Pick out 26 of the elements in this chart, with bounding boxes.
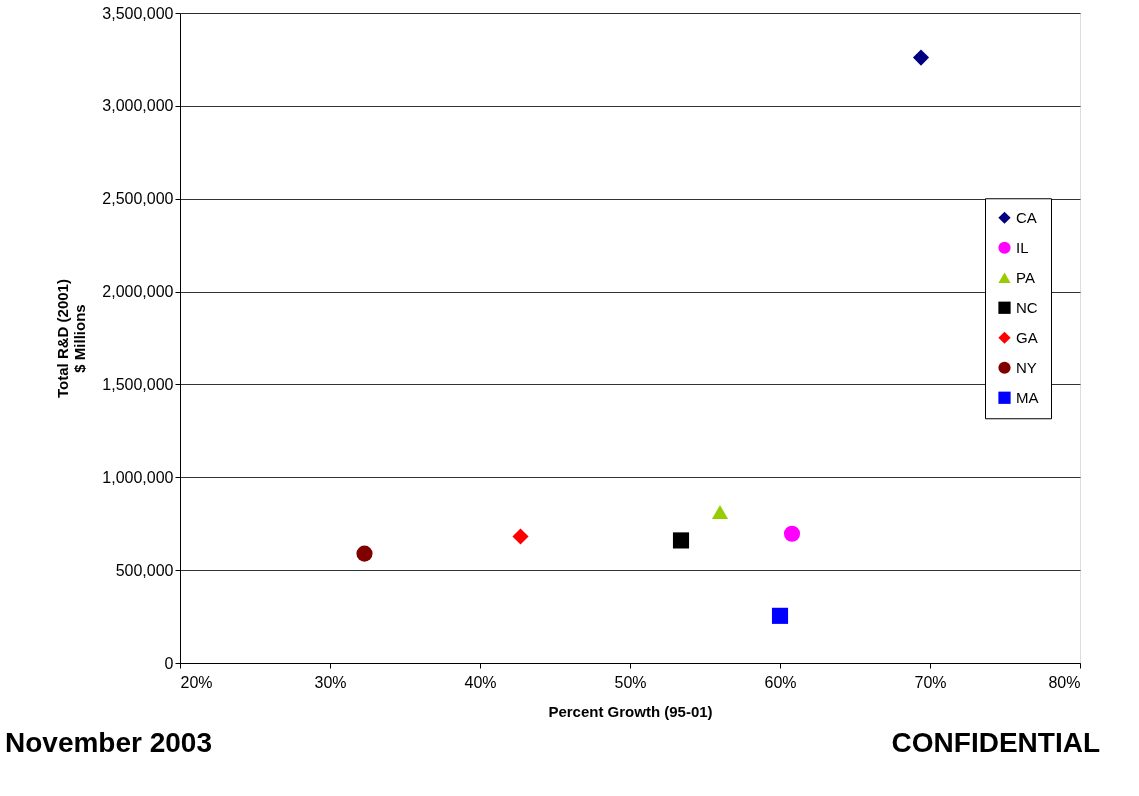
legend-label: IL [1016, 238, 1029, 256]
y-tick-label: 1,000,000 [102, 468, 174, 486]
y-tick-label: 500,000 [115, 561, 174, 579]
x-axis-title: Percent Growth (95-01) [548, 702, 713, 720]
x-tick-label: 80% [1048, 673, 1081, 691]
y-tick-label: 2,500,000 [102, 190, 174, 208]
text: November 2003 [5, 727, 213, 758]
y-tick-label: 2,000,000 [102, 283, 174, 301]
x-tick-label: 50% [614, 673, 647, 691]
x-tick-label: 40% [464, 673, 497, 691]
x-tick-label: 20% [180, 673, 213, 691]
legend-label: CA [1016, 208, 1037, 226]
x-tick-label: 30% [314, 673, 347, 691]
text: CONFIDENTIAL [891, 727, 1100, 758]
y-tick-label: 3,000,000 [102, 97, 174, 115]
legend-label: NY [1016, 358, 1037, 376]
x-tick-label: 70% [914, 673, 947, 691]
y-axis-title: Total R&D (2001) $ Millions [54, 279, 89, 398]
legend-label: GA [1016, 328, 1038, 346]
y-tick-label: 3,500,000 [102, 4, 174, 22]
legend-label: NC [1016, 298, 1038, 316]
legend-label: PA [1016, 268, 1035, 286]
legend-label: MA [1016, 388, 1039, 406]
y-tick-label: 0 [164, 654, 174, 672]
x-tick-label: 60% [764, 673, 797, 691]
y-tick-label: 1,500,000 [102, 375, 174, 393]
